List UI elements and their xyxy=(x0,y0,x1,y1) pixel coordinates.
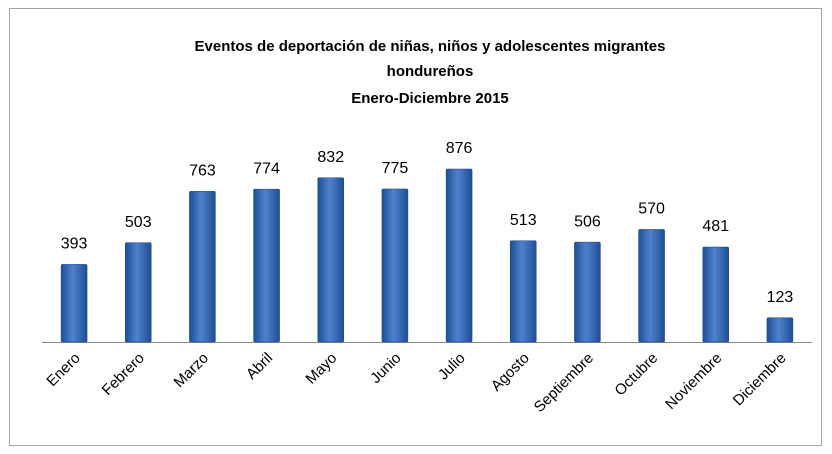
bar xyxy=(638,229,665,343)
bar xyxy=(125,242,152,343)
chart-title: Eventos de deportación de niñas, niños y… xyxy=(195,38,666,55)
bar xyxy=(766,317,794,343)
value-label: 876 xyxy=(446,140,473,157)
value-label: 763 xyxy=(189,163,216,180)
value-label: 123 xyxy=(767,289,794,306)
value-label: 506 xyxy=(574,213,601,230)
value-label: 503 xyxy=(125,214,152,231)
value-label: 393 xyxy=(61,236,88,253)
bar xyxy=(381,188,409,343)
chart-title: Enero-Diciembre 2015 xyxy=(351,90,509,107)
value-label: 481 xyxy=(702,218,729,235)
bar xyxy=(60,264,88,343)
bar xyxy=(317,177,344,343)
value-label: 513 xyxy=(510,212,537,229)
bar xyxy=(445,168,473,343)
value-label: 774 xyxy=(253,160,280,177)
value-label: 570 xyxy=(638,201,665,218)
chart-title: hondureños xyxy=(387,63,474,80)
bar xyxy=(510,240,537,343)
bar xyxy=(574,241,601,343)
bar xyxy=(189,191,216,343)
value-label: 832 xyxy=(317,149,344,166)
chart-frame xyxy=(9,8,822,446)
bar xyxy=(253,188,280,343)
bar xyxy=(702,246,729,343)
value-label: 775 xyxy=(382,160,409,177)
